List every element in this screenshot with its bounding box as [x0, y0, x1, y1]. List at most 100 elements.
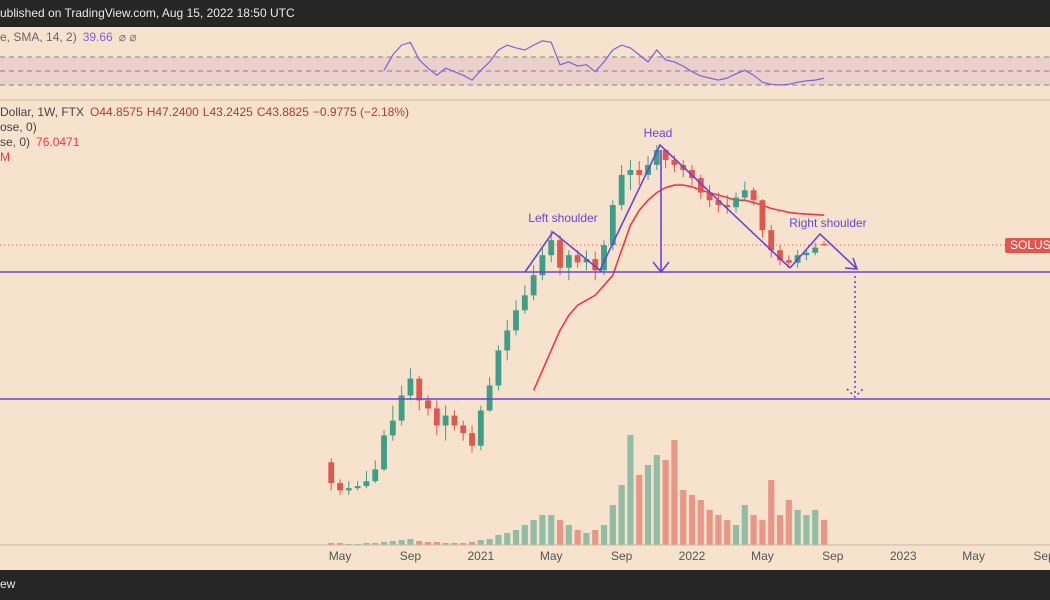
- candle-body: [803, 252, 810, 256]
- volume-bar: [803, 515, 810, 545]
- candles: [328, 145, 827, 496]
- volume-bar: [574, 530, 581, 545]
- candle-body: [442, 415, 449, 426]
- legend-low: L43.2425: [203, 105, 253, 119]
- rsi-pane: [0, 40, 1050, 86]
- publish-info: ublished on TradingView.com, Aug 15, 202…: [0, 6, 295, 20]
- annotation: Right shoulder: [789, 216, 866, 230]
- candle-body: [345, 488, 352, 491]
- volume-bar: [530, 520, 537, 545]
- x-tick-label: May: [751, 549, 774, 563]
- volume-bar: [671, 440, 678, 545]
- volume-bar: [794, 510, 801, 545]
- candle-body: [363, 481, 370, 487]
- volume-bar: [688, 495, 696, 545]
- legend-volume: ose, 0): [0, 120, 37, 134]
- volume-bar: [732, 525, 740, 545]
- rsi-icons: ⌀ ⌀: [119, 30, 137, 44]
- volume-bar: [442, 543, 449, 545]
- x-tick-label: May: [329, 549, 352, 563]
- footer-brand: ew: [0, 577, 16, 591]
- legend-close: C43.8825: [257, 105, 309, 119]
- candle-body: [785, 260, 792, 263]
- x-tick-label: 2021: [467, 549, 494, 563]
- candle-body: [592, 259, 599, 271]
- candle-body: [469, 433, 475, 446]
- candle-body: [372, 469, 379, 482]
- candle-body: [759, 200, 766, 231]
- price-tag: [1005, 238, 1050, 253]
- candle-body: [609, 205, 616, 246]
- candle-body: [477, 410, 484, 446]
- candle-body: [425, 400, 431, 409]
- volume-bar: [724, 520, 731, 545]
- volume-bar: [380, 542, 388, 545]
- volume-bar: [715, 515, 722, 545]
- legend-ma-value: 76.0471: [36, 135, 80, 149]
- candle-body: [671, 160, 678, 165]
- legend-ma: se, 0) 76.0471: [0, 135, 80, 149]
- x-tick-label: 2022: [679, 549, 706, 563]
- candle-body: [328, 462, 335, 484]
- volume-bar: [741, 505, 748, 545]
- volume-bar: [636, 475, 643, 545]
- candle-body: [521, 295, 528, 311]
- volume-bar: [372, 543, 379, 545]
- volume-bar: [706, 510, 713, 545]
- volume-bar: [609, 505, 616, 545]
- volume-bar: [451, 543, 458, 545]
- candle-body: [416, 378, 423, 401]
- candle-body: [433, 408, 440, 426]
- legend-open: O44.8575: [90, 105, 143, 119]
- rsi-line: [383, 40, 825, 86]
- volume-bar: [504, 533, 511, 545]
- candle-body: [768, 230, 775, 251]
- arrow-head: [844, 257, 859, 270]
- volume-bar: [812, 510, 819, 545]
- x-tick-label: Sep: [1033, 549, 1050, 563]
- candle-body: [495, 350, 502, 386]
- candle-body: [557, 240, 563, 268]
- volume-bar: [398, 540, 405, 545]
- volume-bar: [759, 520, 766, 545]
- candle-body: [539, 255, 546, 276]
- candle-body: [583, 259, 590, 263]
- head-shape: [599, 143, 791, 271]
- candle-body: [733, 197, 739, 208]
- candle-body: [601, 245, 607, 271]
- candle-body: [548, 240, 555, 256]
- left-shoulder-shape: [524, 230, 603, 273]
- candle-body: [451, 415, 458, 426]
- volume-bar: [389, 541, 396, 545]
- rsi-label: e, SMA, 14, 2) 39.66 ⌀ ⌀: [0, 30, 137, 44]
- volume-bar: [627, 435, 634, 545]
- candle-body: [777, 250, 783, 261]
- candle-body: [715, 200, 722, 206]
- volume-bar: [653, 455, 660, 545]
- candle-body: [337, 483, 343, 491]
- candle-body: [398, 395, 405, 421]
- x-axis: May Sep 2021 May Sep 2022 May Sep 2023 May Sep: [329, 549, 1050, 563]
- candle-body: [706, 192, 713, 201]
- candle-body: [689, 170, 695, 179]
- volume-bar: [583, 533, 590, 545]
- volume-bar: [768, 480, 775, 545]
- volume-bar: [662, 460, 669, 545]
- legend-ma-label: se, 0): [0, 135, 30, 149]
- candle-body: [486, 385, 493, 411]
- volume-bar: [512, 530, 520, 545]
- volume-bar: [477, 540, 484, 545]
- volume: [328, 435, 828, 545]
- volume-bar: [486, 539, 493, 545]
- volume-bar: [424, 542, 432, 545]
- candle-body: [653, 150, 660, 165]
- moving-average: [532, 184, 825, 391]
- candle-body: [618, 174, 625, 206]
- volume-bar: [548, 515, 555, 545]
- volume-bar: [539, 515, 546, 545]
- candle-body: [565, 255, 572, 268]
- arrow-head: [652, 261, 670, 274]
- x-tick-label: Sep: [822, 549, 844, 563]
